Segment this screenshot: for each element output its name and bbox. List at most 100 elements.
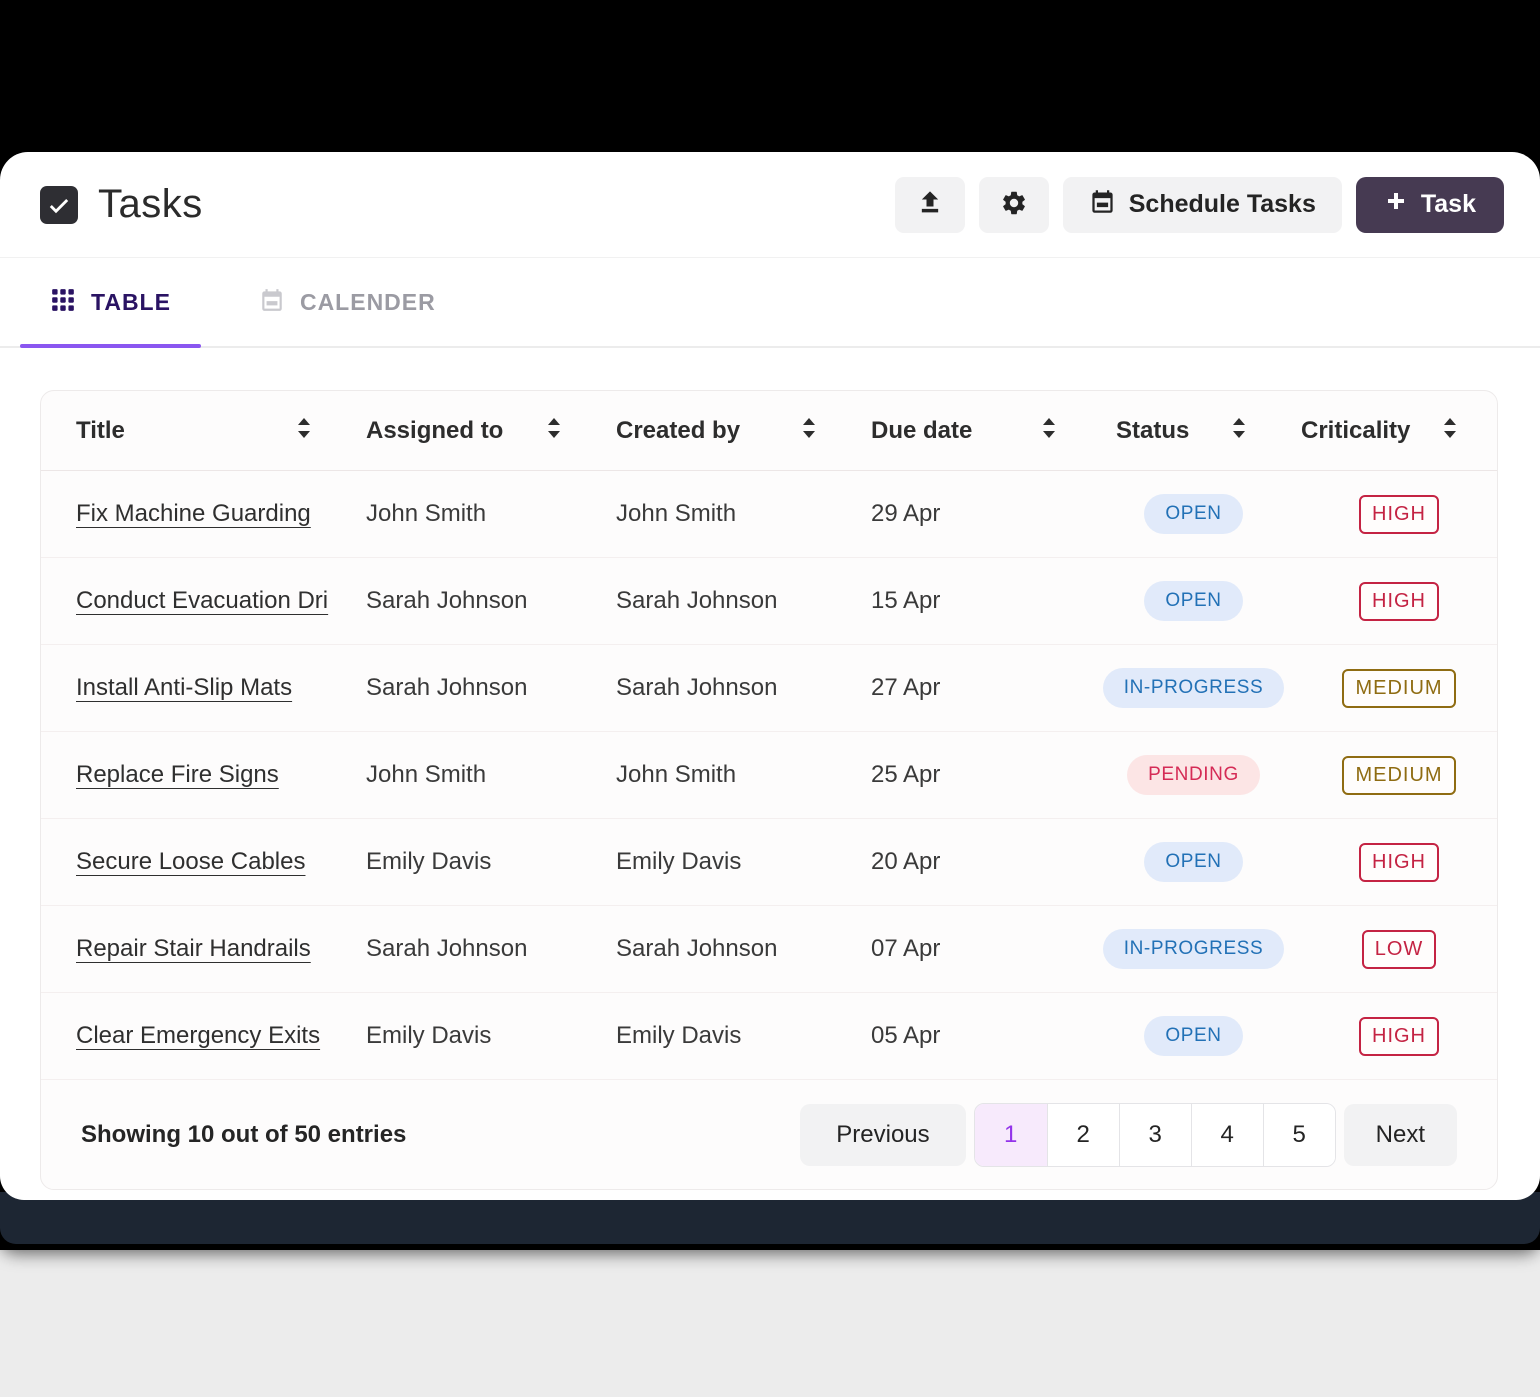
due-date-cell: 27 Apr [871,674,941,701]
criticality-cell: MEDIUM [1301,668,1497,708]
upload-icon [916,189,944,220]
assigned-to-cell: John Smith [366,761,487,788]
table-header-row: Title Assigned to Created by Due date St… [41,391,1497,471]
calendar-icon [259,287,285,318]
column-header-due-date[interactable]: Due date [871,417,1086,445]
page-title: Tasks [98,182,203,226]
criticality-cell: HIGH [1301,1016,1497,1056]
task-title-link[interactable]: Conduct Evacuation Dri [76,587,329,614]
upload-button[interactable] [894,176,965,233]
column-header-assigned-to[interactable]: Assigned to [366,417,616,445]
created-by-cell: Emily Davis [616,848,742,875]
calendar-icon [1089,188,1116,222]
settings-button[interactable] [978,176,1049,233]
column-header-created-by[interactable]: Created by [616,417,871,445]
add-task-button[interactable]: Task [1355,176,1504,233]
status-badge: OPEN [1144,581,1243,621]
criticality-cell: MEDIUM [1301,755,1497,795]
column-header-status[interactable]: Status [1086,417,1301,445]
criticality-badge: LOW [1361,929,1437,969]
status-badge: OPEN [1144,494,1243,534]
criticality-badge: HIGH [1359,1016,1439,1056]
table-footer: Showing 10 out of 50 entries Previous 1 … [41,1080,1497,1189]
task-title-cell: Fix Machine Guarding [76,500,366,528]
due-date-cell: 15 Apr [871,587,941,614]
add-task-label: Task [1420,190,1476,218]
assigned-to-cell: John Smith [366,500,487,527]
status-badge: IN-PROGRESS [1102,668,1285,708]
table-row: Repair Stair Handrails Sarah Johnson Sar… [41,906,1497,993]
task-title-link[interactable]: Fix Machine Guarding [76,500,311,527]
table-row: Secure Loose Cables Emily Davis Emily Da… [41,819,1497,906]
gear-icon [1000,189,1028,220]
status-badge: IN-PROGRESS [1102,929,1285,969]
sort-icon [802,417,816,444]
previous-button[interactable]: Previous [800,1104,966,1166]
due-date-cell: 07 Apr [871,935,941,962]
assigned-to-cell: Sarah Johnson [366,935,528,962]
page-button-4[interactable]: 4 [1190,1104,1263,1166]
criticality-cell: HIGH [1301,581,1497,621]
criticality-badge: MEDIUM [1342,668,1456,708]
entries-summary: Showing 10 out of 50 entries [81,1121,407,1148]
tab-calender[interactable]: CALENDER [229,258,466,346]
table-row: Replace Fire Signs John Smith John Smith… [41,732,1497,819]
due-date-cell: 29 Apr [871,500,941,527]
page-button-2[interactable]: 2 [1046,1104,1119,1166]
created-by-cell: Emily Davis [616,1022,742,1049]
table-row: Install Anti-Slip Mats Sarah Johnson Sar… [41,645,1497,732]
criticality-cell: LOW [1301,929,1497,969]
status-cell: OPEN [1086,842,1301,882]
status-cell: OPEN [1086,581,1301,621]
app-header: Tasks Schedule Tasks [0,152,1540,258]
task-title-link[interactable]: Secure Loose Cables [76,848,306,875]
criticality-badge: MEDIUM [1342,755,1456,795]
task-title-link[interactable]: Install Anti-Slip Mats [76,674,293,701]
page-button-3[interactable]: 3 [1118,1104,1191,1166]
schedule-tasks-button[interactable]: Schedule Tasks [1062,176,1342,233]
created-by-cell: Sarah Johnson [616,674,778,701]
page-button-1[interactable]: 1 [974,1104,1047,1166]
created-by-cell: Sarah Johnson [616,587,778,614]
page-number-group: 1 2 3 4 5 [973,1103,1336,1167]
task-title-cell: Install Anti-Slip Mats [76,674,366,702]
tab-table-label: TABLE [91,288,171,315]
criticality-badge: HIGH [1359,581,1439,621]
task-title-cell: Clear Emergency Exits [76,1022,366,1050]
schedule-tasks-label: Schedule Tasks [1128,190,1316,218]
created-by-cell: John Smith [616,761,737,788]
view-tabs: TABLE CALENDER [0,258,1540,348]
plus-icon [1384,189,1408,220]
tab-table[interactable]: TABLE [20,258,201,348]
status-cell: IN-PROGRESS [1086,929,1301,969]
sort-icon [1232,417,1246,444]
task-title-link[interactable]: Clear Emergency Exits [76,1022,321,1049]
assigned-to-cell: Emily Davis [366,1022,492,1049]
next-button[interactable]: Next [1343,1104,1457,1166]
due-date-cell: 05 Apr [871,1022,941,1049]
task-title-cell: Conduct Evacuation Dri [76,587,366,615]
sort-icon [547,417,561,444]
table-row: Conduct Evacuation Dri Sarah Johnson Sar… [41,558,1497,645]
pagination: Previous 1 2 3 4 5 Next [800,1103,1457,1167]
table-row: Clear Emergency Exits Emily Davis Emily … [41,993,1497,1080]
page-button-5[interactable]: 5 [1262,1104,1335,1166]
criticality-badge: HIGH [1359,494,1439,534]
task-title-link[interactable]: Replace Fire Signs [76,761,279,788]
column-header-criticality[interactable]: Criticality [1301,417,1497,445]
status-badge: OPEN [1144,1016,1243,1056]
task-title-cell: Repair Stair Handrails [76,935,366,963]
sort-icon [1443,417,1457,444]
task-title-cell: Replace Fire Signs [76,761,366,789]
task-title-link[interactable]: Repair Stair Handrails [76,935,311,962]
due-date-cell: 20 Apr [871,848,941,875]
laptop-base [0,1192,1540,1244]
tab-calender-label: CALENDER [299,288,436,315]
desk-surface [0,1250,1540,1397]
status-badge: PENDING [1127,755,1260,795]
header-actions: Schedule Tasks Task [894,176,1504,233]
assigned-to-cell: Emily Davis [366,848,492,875]
tasks-checkbox-icon [40,185,78,224]
column-header-title[interactable]: Title [76,417,366,445]
task-title-cell: Secure Loose Cables [76,848,366,876]
